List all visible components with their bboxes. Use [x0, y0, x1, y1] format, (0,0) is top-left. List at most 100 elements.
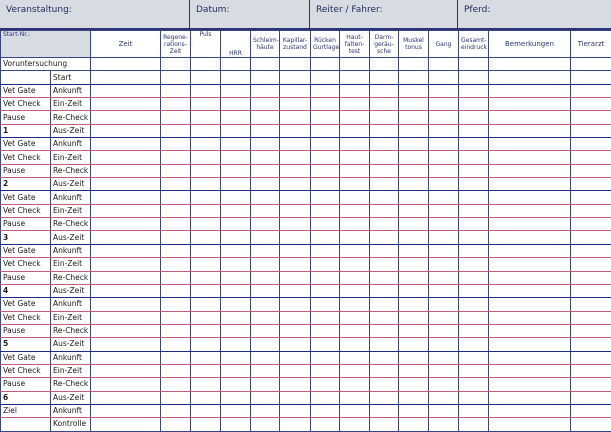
entry-cell[interactable] [340, 204, 370, 217]
entry-cell[interactable] [311, 151, 340, 164]
entry-cell[interactable] [161, 284, 191, 297]
entry-cell[interactable] [571, 378, 611, 391]
entry-cell[interactable] [459, 58, 489, 71]
entry-cell[interactable] [191, 138, 221, 151]
entry-cell[interactable] [459, 138, 489, 151]
entry-cell[interactable] [311, 351, 340, 364]
entry-cell[interactable] [280, 164, 311, 177]
entry-cell[interactable] [191, 324, 221, 337]
entry-cell[interactable] [311, 311, 340, 324]
entry-cell[interactable] [340, 284, 370, 297]
entry-cell[interactable] [91, 191, 161, 204]
entry-cell[interactable] [280, 58, 311, 71]
entry-cell[interactable] [489, 351, 571, 364]
entry-cell[interactable] [399, 191, 429, 204]
entry-cell[interactable] [91, 378, 161, 391]
entry-cell[interactable] [370, 364, 399, 377]
entry-cell[interactable] [311, 58, 340, 71]
entry-cell[interactable] [489, 98, 571, 111]
entry-cell[interactable] [161, 204, 191, 217]
entry-cell[interactable] [340, 378, 370, 391]
entry-cell[interactable] [251, 151, 280, 164]
entry-cell[interactable] [489, 378, 571, 391]
entry-cell[interactable] [221, 258, 251, 271]
entry-cell[interactable] [459, 151, 489, 164]
entry-cell[interactable] [399, 98, 429, 111]
entry-cell[interactable] [459, 98, 489, 111]
entry-cell[interactable] [251, 204, 280, 217]
entry-cell[interactable] [221, 391, 251, 404]
entry-cell[interactable] [221, 364, 251, 377]
entry-cell[interactable] [370, 258, 399, 271]
entry-cell[interactable] [221, 338, 251, 351]
entry-cell[interactable] [370, 271, 399, 284]
entry-cell[interactable] [251, 311, 280, 324]
entry-cell[interactable] [429, 338, 459, 351]
entry-cell[interactable] [311, 218, 340, 231]
entry-cell[interactable] [91, 84, 161, 97]
entry-cell[interactable] [251, 191, 280, 204]
entry-cell[interactable] [280, 138, 311, 151]
entry-cell[interactable] [91, 231, 161, 244]
entry-cell[interactable] [251, 338, 280, 351]
entry-cell[interactable] [370, 231, 399, 244]
entry-cell[interactable] [251, 378, 280, 391]
entry-cell[interactable] [429, 151, 459, 164]
entry-cell[interactable] [340, 298, 370, 311]
entry-cell[interactable] [459, 284, 489, 297]
entry-cell[interactable] [311, 138, 340, 151]
entry-cell[interactable] [429, 311, 459, 324]
entry-cell[interactable] [251, 404, 280, 417]
entry-cell[interactable] [91, 111, 161, 124]
entry-cell[interactable] [399, 418, 429, 431]
entry-cell[interactable] [489, 298, 571, 311]
entry-cell[interactable] [280, 378, 311, 391]
entry-cell[interactable] [91, 71, 161, 84]
entry-cell[interactable] [429, 204, 459, 217]
entry-cell[interactable] [340, 231, 370, 244]
entry-cell[interactable] [161, 111, 191, 124]
entry-cell[interactable] [429, 351, 459, 364]
entry-cell[interactable] [399, 124, 429, 137]
entry-cell[interactable] [311, 418, 340, 431]
entry-cell[interactable] [459, 324, 489, 337]
entry-cell[interactable] [370, 138, 399, 151]
entry-cell[interactable] [489, 111, 571, 124]
entry-cell[interactable] [459, 124, 489, 137]
entry-cell[interactable] [399, 164, 429, 177]
entry-cell[interactable] [459, 351, 489, 364]
entry-cell[interactable] [91, 258, 161, 271]
entry-cell[interactable] [459, 178, 489, 191]
entry-cell[interactable] [91, 338, 161, 351]
entry-cell[interactable] [161, 218, 191, 231]
entry-cell[interactable] [340, 404, 370, 417]
entry-cell[interactable] [429, 258, 459, 271]
entry-cell[interactable] [221, 231, 251, 244]
entry-cell[interactable] [459, 244, 489, 257]
entry-cell[interactable] [571, 111, 611, 124]
entry-cell[interactable] [370, 84, 399, 97]
entry-cell[interactable] [399, 298, 429, 311]
entry-cell[interactable] [280, 338, 311, 351]
entry-cell[interactable] [571, 218, 611, 231]
entry-cell[interactable] [429, 378, 459, 391]
entry-cell[interactable] [280, 191, 311, 204]
entry-cell[interactable] [91, 284, 161, 297]
entry-cell[interactable] [489, 151, 571, 164]
entry-cell[interactable] [571, 98, 611, 111]
event-field[interactable]: Veranstaltung: [0, 0, 190, 30]
entry-cell[interactable] [340, 324, 370, 337]
entry-cell[interactable] [280, 364, 311, 377]
entry-cell[interactable] [399, 404, 429, 417]
entry-cell[interactable] [221, 244, 251, 257]
entry-cell[interactable] [91, 298, 161, 311]
entry-cell[interactable] [571, 164, 611, 177]
entry-cell[interactable] [91, 58, 161, 71]
entry-cell[interactable] [489, 271, 571, 284]
entry-cell[interactable] [221, 284, 251, 297]
entry-cell[interactable] [251, 124, 280, 137]
entry-cell[interactable] [161, 178, 191, 191]
entry-cell[interactable] [429, 124, 459, 137]
entry-cell[interactable] [191, 218, 221, 231]
entry-cell[interactable] [429, 84, 459, 97]
